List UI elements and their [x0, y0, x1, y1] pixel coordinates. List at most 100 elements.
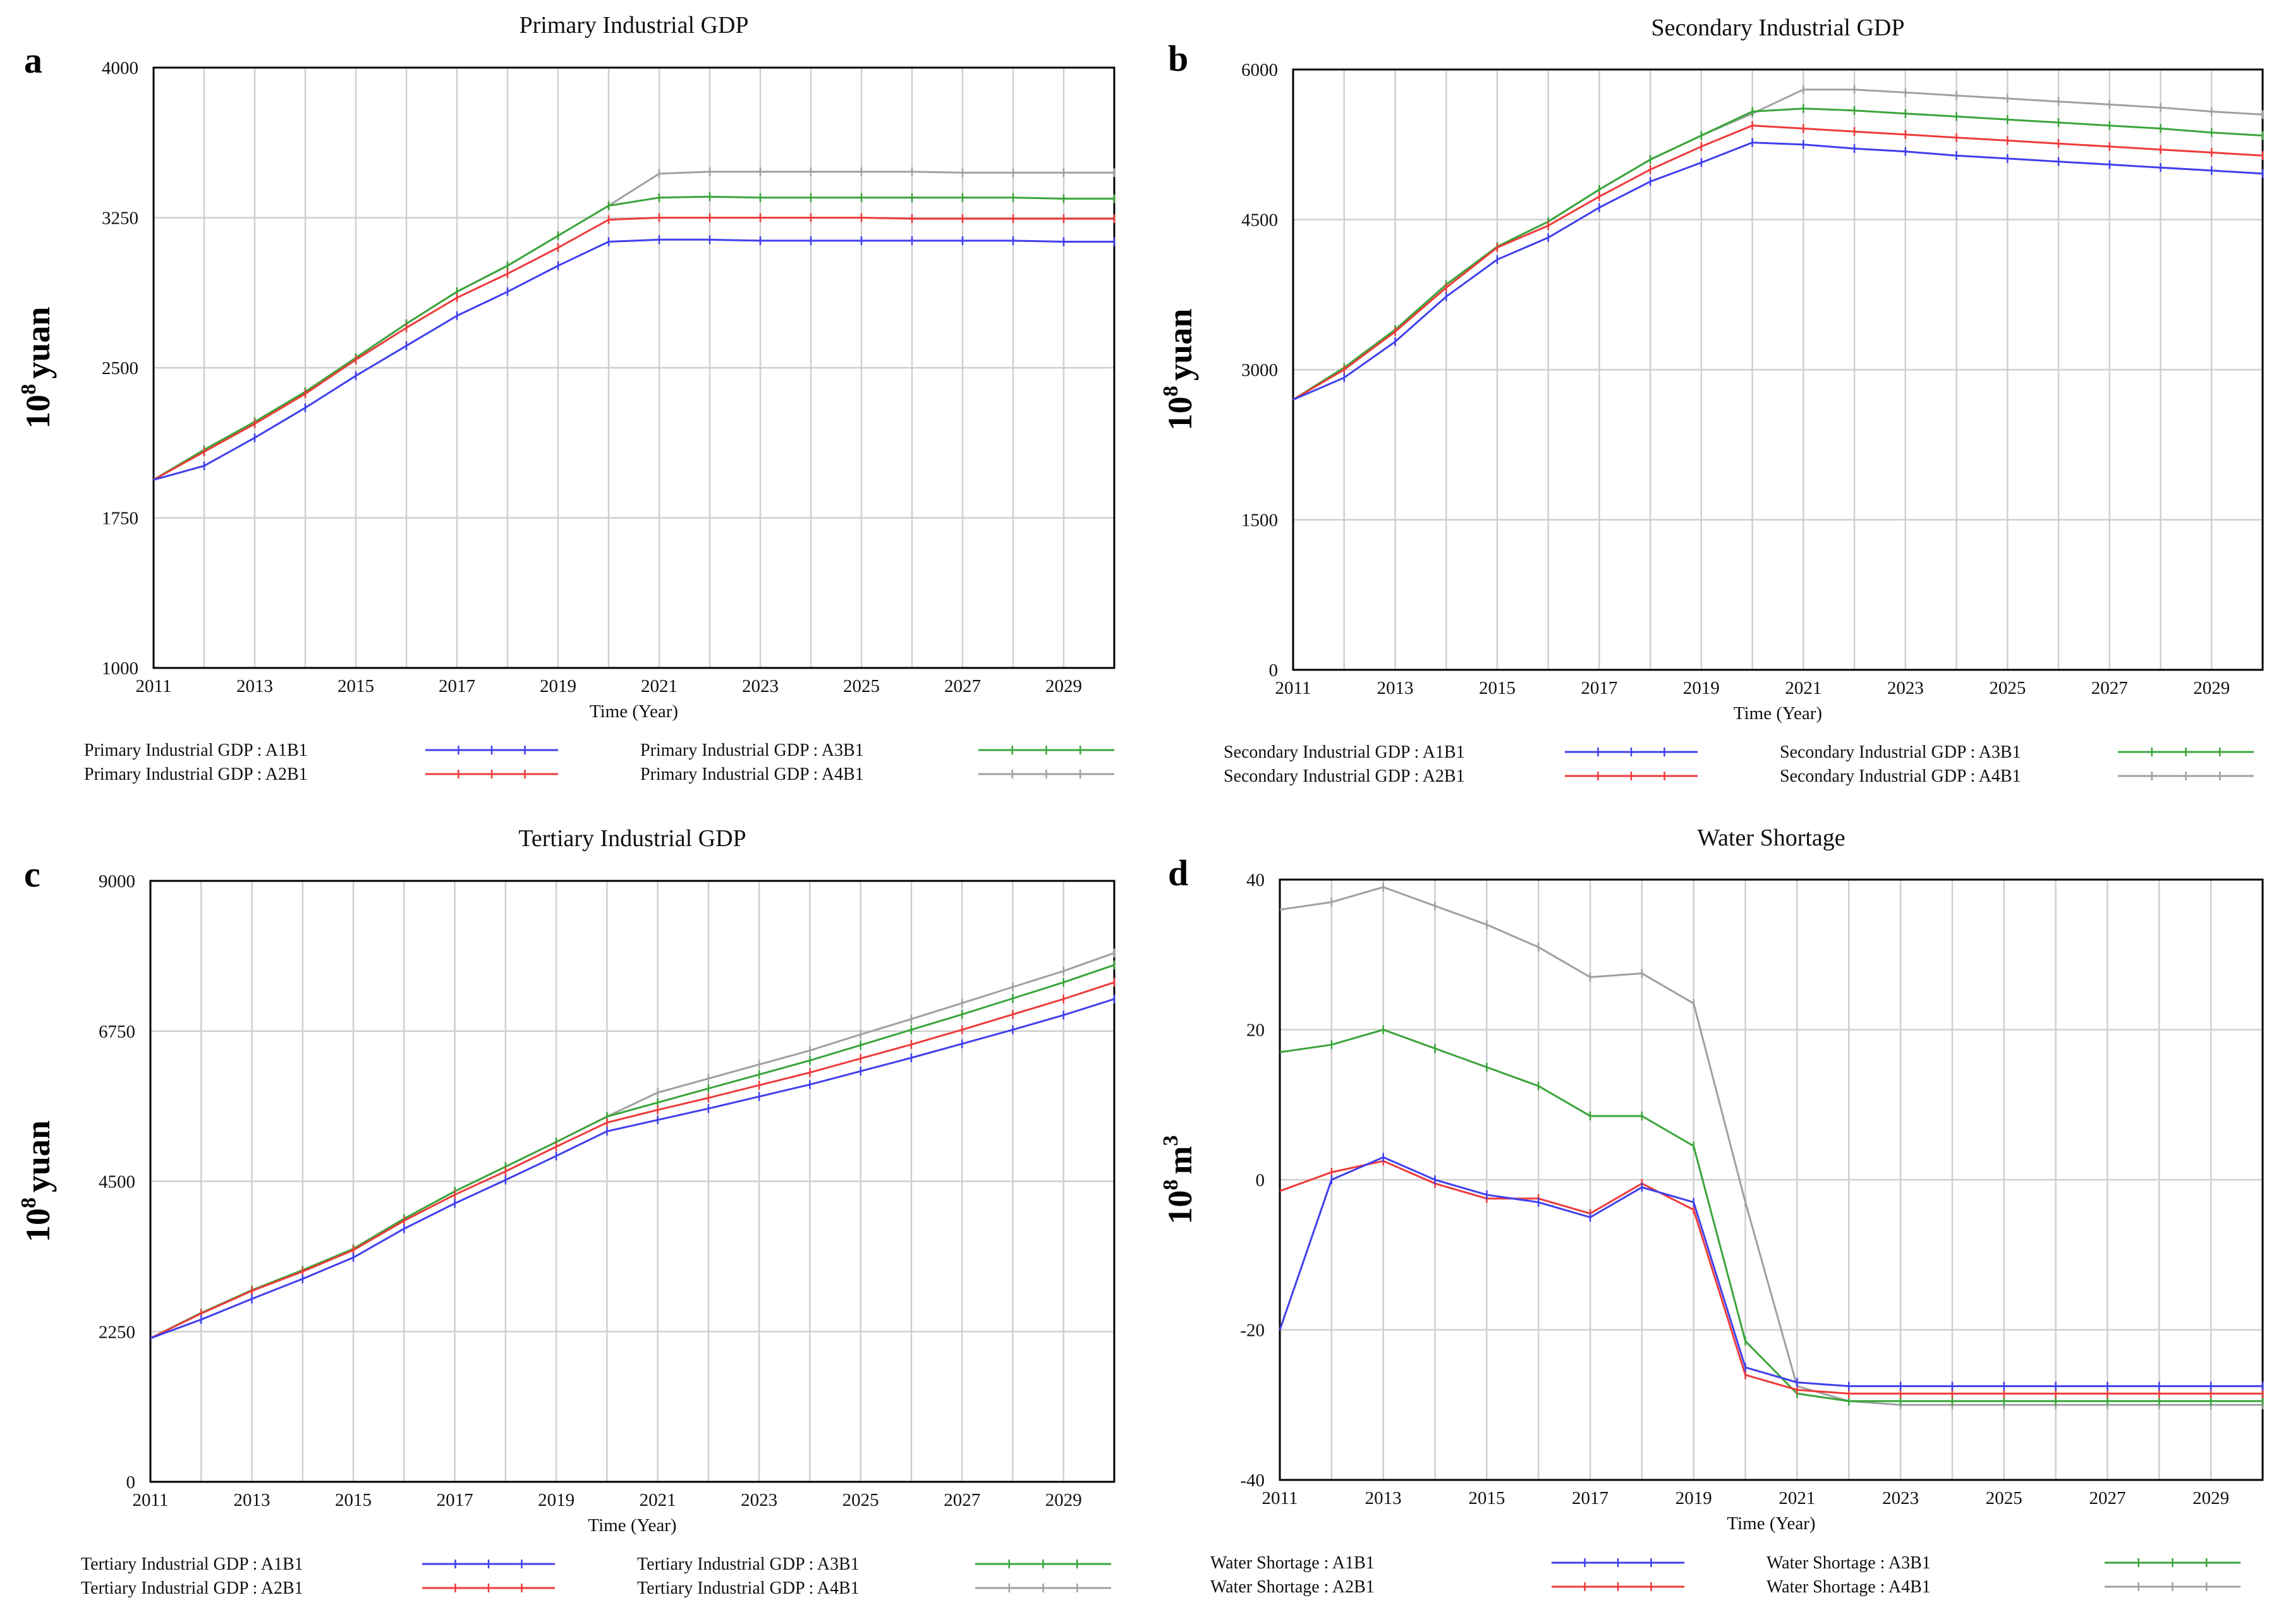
chart-title: Water Shortage: [1697, 825, 1845, 851]
x-tick-label: 2011: [133, 1490, 169, 1510]
chart-title: Secondary Industrial GDP: [1651, 15, 1904, 41]
x-tick-label: 2025: [843, 676, 880, 696]
legend-label-A2B1: Primary Industrial GDP : A2B1: [84, 765, 308, 784]
chart-title: Primary Industrial GDP: [519, 12, 748, 39]
y-tick-label: 6750: [99, 1022, 135, 1042]
series-line-A3B1: [150, 964, 1115, 1340]
series-line-A2B1: [1292, 124, 2263, 401]
plot-frame: [149, 880, 1116, 1483]
panel-letter: d: [1168, 852, 1188, 894]
y-tick-label: 2500: [102, 358, 138, 379]
x-axis-label: Time (Year): [590, 701, 678, 722]
y-tick-label: 1000: [102, 658, 138, 679]
y-axis-label-base: 10: [19, 395, 57, 429]
chart-panel-c: c Tertiary Industrial GDP 0 2250 4500 6750 900…: [17, 825, 1116, 1598]
series-A4B1: [1292, 85, 2264, 401]
series-line-A1B1: [1292, 142, 2263, 401]
series-line-A2B1: [1279, 1160, 2263, 1395]
series-A1B1: [1292, 138, 2264, 401]
legend-label-A3B1: Secondary Industrial GDP : A3B1: [1780, 742, 2021, 762]
series-line-A4B1: [1279, 886, 2263, 1406]
x-tick-label: 2013: [1365, 1488, 1402, 1508]
x-tick-label: 2025: [842, 1490, 879, 1510]
y-tick-label: 4000: [102, 58, 138, 78]
y-axis-label: 108 yuan: [17, 1120, 57, 1242]
x-tick-label: 2019: [538, 1490, 575, 1510]
x-tick-label: 2015: [1468, 1488, 1505, 1508]
legend-label-A2B1: Secondary Industrial GDP : A2B1: [1224, 767, 1465, 786]
x-tick-label: 2015: [1479, 678, 1516, 698]
series-line-A3B1: [153, 195, 1114, 481]
x-axis-label: Time (Year): [1734, 703, 1822, 724]
y-tick-label: 6000: [1241, 60, 1278, 80]
x-tick-label: 2013: [234, 1490, 271, 1510]
series-A1B1: [153, 235, 1116, 481]
x-axis-label: Time (Year): [1727, 1513, 1815, 1534]
y-axis-label-unit: m: [1161, 1146, 1199, 1174]
y-axis-label-base: 10: [1161, 397, 1199, 431]
x-tick-label: 2021: [641, 676, 678, 696]
series-A1B1: [1279, 1153, 2264, 1391]
x-tick-label: 2017: [437, 1490, 473, 1510]
series-A3B1: [1279, 1025, 2264, 1406]
panel-letter: b: [1168, 38, 1188, 79]
y-tick-label: 1750: [102, 509, 138, 529]
y-tick-label: 0: [1256, 1170, 1265, 1191]
x-axis-label: Time (Year): [588, 1515, 676, 1536]
y-axis-label-exponent: 8: [17, 384, 40, 395]
y-tick-label: 0: [126, 1472, 136, 1493]
y-axis-label-base: 10: [1161, 1190, 1199, 1224]
x-tick-label: 2021: [1785, 678, 1821, 698]
y-axis-label: 108 yuan: [17, 306, 57, 428]
y-axis-label-exponent: 8: [17, 1197, 40, 1208]
y-tick-label: 40: [1246, 870, 1265, 890]
legend-label-A1B1: Tertiary Industrial GDP : A1B1: [81, 1554, 303, 1574]
chart-panel-d: d Water Shortage -40 -20 0 20 40 2011 2013 2015 20…: [1159, 825, 2264, 1597]
plot-frame: [1279, 878, 2264, 1481]
x-tick-label: 2023: [742, 676, 779, 696]
y-tick-label: 3000: [1241, 360, 1278, 380]
grid: [149, 880, 1116, 1483]
grid: [152, 66, 1116, 669]
x-tick-label: 2013: [236, 676, 273, 696]
x-tick-label: 2017: [439, 676, 475, 696]
y-tick-label: 0: [1269, 660, 1279, 681]
legend: Secondary Industrial GDP : A1B1 Secondary…: [1224, 742, 2254, 786]
y-axis-label-unit: yuan: [19, 1120, 57, 1192]
series-A2B1: [1292, 121, 2264, 401]
x-tick-label: 2023: [1887, 678, 1924, 698]
y-tick-label: 4500: [1241, 210, 1278, 231]
y-axis-label: 108 yuan: [1159, 308, 1199, 430]
legend-label-A2B1: Tertiary Industrial GDP : A2B1: [81, 1579, 303, 1598]
series-A2B1: [1279, 1156, 2264, 1398]
series-A2B1: [150, 978, 1116, 1340]
legend-label-A4B1: Secondary Industrial GDP : A4B1: [1780, 767, 2021, 786]
x-tick-label: 2027: [2091, 678, 2128, 698]
panel-letter: c: [24, 854, 40, 895]
series-A2B1: [153, 213, 1116, 481]
y-axis-label-unit-exponent: 3: [1159, 1136, 1183, 1146]
series-line-A2B1: [153, 217, 1114, 481]
series-line-A1B1: [150, 998, 1115, 1340]
x-tick-label: 2011: [136, 676, 172, 696]
legend-label-A4B1: Primary Industrial GDP : A4B1: [640, 765, 864, 784]
legend: Tertiary Industrial GDP : A1B1 Tertiary I…: [81, 1554, 1111, 1598]
series-A3B1: [1292, 104, 2264, 401]
x-tick-label: 2029: [2192, 1488, 2229, 1508]
x-tick-label: 2011: [1262, 1488, 1298, 1508]
y-axis-label-exponent: 8: [1159, 386, 1183, 397]
y-tick-label: 1500: [1241, 511, 1278, 531]
series-line-A1B1: [1279, 1156, 2263, 1388]
series-line-A3B1: [1279, 1028, 2263, 1402]
plot-frame: [1292, 68, 2264, 671]
plot-frame: [152, 66, 1116, 669]
x-tick-label: 2027: [944, 676, 981, 696]
legend: Primary Industrial GDP : A1B1 Primary Ind…: [84, 741, 1114, 784]
x-tick-label: 2029: [1045, 676, 1082, 696]
x-tick-label: 2015: [337, 676, 374, 696]
legend-label-A4B1: Tertiary Industrial GDP : A4B1: [637, 1579, 860, 1598]
panel-letter: a: [24, 40, 42, 81]
legend-label-A4B1: Water Shortage : A4B1: [1766, 1577, 1931, 1597]
y-tick-label: 2250: [99, 1322, 135, 1342]
y-tick-label: -20: [1240, 1321, 1265, 1341]
